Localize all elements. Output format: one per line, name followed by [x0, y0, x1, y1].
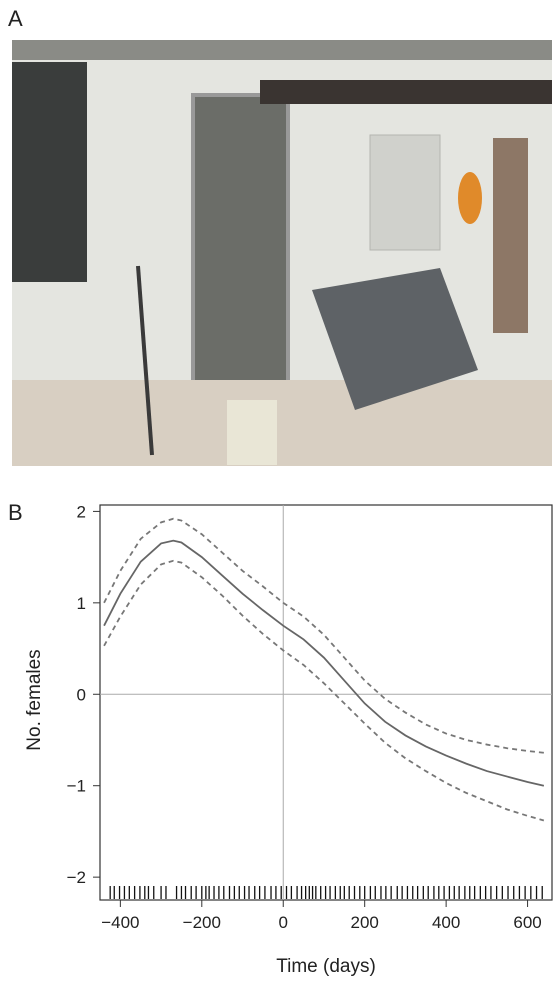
plot-frame	[99, 504, 553, 901]
ci-line	[103, 517, 544, 754]
x-axis-label: Time (days)	[276, 956, 376, 977]
x-tick-label: 400	[432, 913, 460, 932]
mean-line	[103, 539, 545, 787]
ci-line	[103, 559, 545, 822]
panel-label: B	[8, 500, 23, 525]
x-tick-label: −200	[183, 913, 221, 932]
x-tick-label: −400	[101, 913, 139, 932]
y-tick-label: −1	[67, 777, 86, 796]
x-tick-label: 0	[279, 913, 288, 932]
photo	[12, 40, 552, 466]
y-axis-label: No. females	[24, 649, 45, 750]
x-tick-label: 600	[513, 913, 541, 932]
y-tick-label: −2	[67, 868, 86, 887]
y-tick-label: 2	[77, 502, 86, 521]
x-tick-label: 200	[350, 913, 378, 932]
y-tick-label: 0	[77, 685, 86, 704]
y-tick-label: 1	[77, 594, 86, 613]
panel-label: A	[8, 6, 23, 31]
